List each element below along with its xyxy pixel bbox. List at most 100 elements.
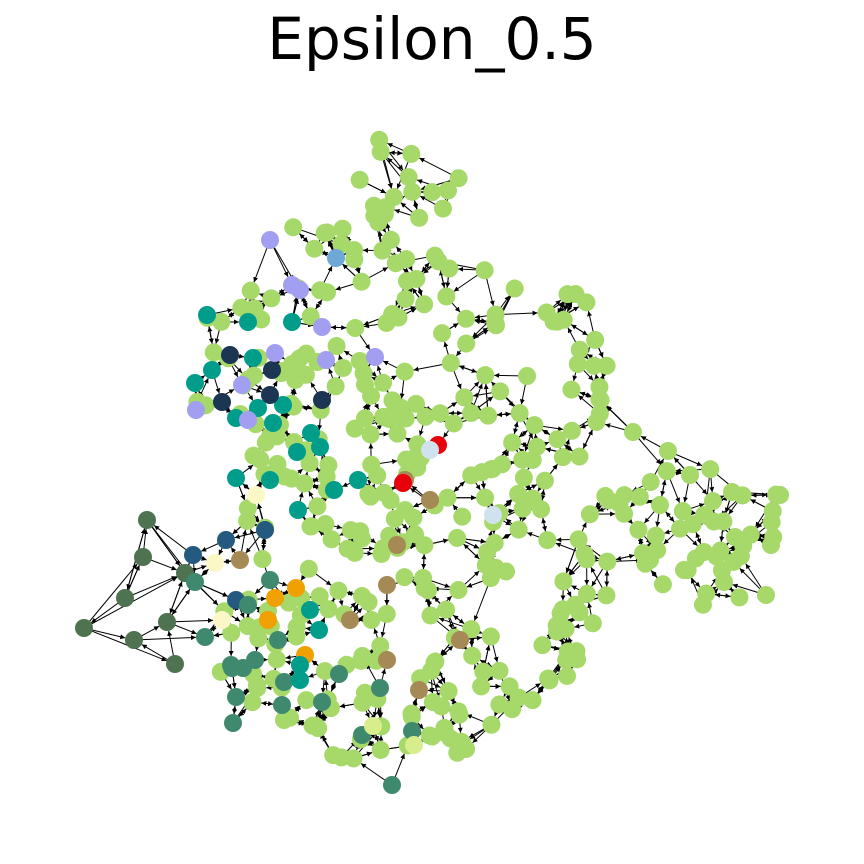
node <box>261 471 279 489</box>
node <box>374 373 393 392</box>
node <box>630 487 649 506</box>
node <box>217 531 235 549</box>
node <box>299 559 318 578</box>
node-layer <box>75 130 789 794</box>
node <box>583 614 602 633</box>
node <box>703 492 722 511</box>
node <box>415 295 434 314</box>
node <box>556 619 575 638</box>
node <box>462 466 481 485</box>
node <box>287 579 305 597</box>
node <box>261 571 279 589</box>
node <box>138 511 156 529</box>
node <box>268 454 287 473</box>
edge <box>124 528 146 599</box>
node <box>316 515 335 534</box>
node <box>291 656 309 674</box>
node <box>590 390 609 409</box>
node <box>723 483 741 501</box>
node <box>553 600 572 619</box>
node <box>262 289 281 308</box>
node <box>261 231 279 249</box>
node <box>273 696 291 714</box>
node <box>437 600 456 619</box>
node <box>310 587 329 606</box>
node <box>629 520 648 539</box>
node <box>318 283 337 302</box>
node <box>75 619 93 637</box>
node <box>615 504 634 523</box>
node <box>657 462 676 481</box>
node <box>315 223 334 242</box>
node <box>325 481 343 499</box>
node <box>410 681 428 699</box>
node <box>562 421 581 440</box>
node <box>487 316 506 335</box>
node <box>244 349 262 367</box>
node <box>403 449 422 468</box>
node <box>440 259 459 278</box>
edge <box>133 635 197 641</box>
node <box>302 424 320 442</box>
node <box>364 717 382 735</box>
node <box>462 620 481 639</box>
node <box>223 659 241 677</box>
node <box>372 544 391 563</box>
node <box>261 386 279 404</box>
node <box>397 272 416 291</box>
node <box>730 588 749 607</box>
node <box>598 552 617 571</box>
node <box>253 550 272 569</box>
node <box>311 438 329 456</box>
node <box>239 313 257 331</box>
node <box>247 486 265 504</box>
node <box>426 652 445 671</box>
node <box>383 776 401 794</box>
node <box>757 586 775 604</box>
node <box>395 568 414 587</box>
node <box>697 584 716 603</box>
node <box>317 351 335 369</box>
node <box>330 665 348 683</box>
node <box>222 623 241 642</box>
node <box>206 554 224 572</box>
node <box>450 705 469 724</box>
node <box>158 613 176 631</box>
node <box>329 581 348 600</box>
node <box>675 561 693 579</box>
node <box>486 558 505 577</box>
node <box>570 447 589 466</box>
node <box>586 330 605 349</box>
node <box>462 404 481 423</box>
node <box>434 199 453 218</box>
node <box>186 573 204 591</box>
node <box>513 499 532 518</box>
node <box>762 536 780 554</box>
node <box>361 425 380 444</box>
node <box>641 473 660 492</box>
node <box>597 356 616 375</box>
node <box>287 618 306 637</box>
node <box>696 506 714 524</box>
node <box>624 423 642 441</box>
node <box>275 673 293 691</box>
node <box>249 399 267 417</box>
node <box>540 671 559 690</box>
node <box>166 655 184 673</box>
node <box>553 448 572 467</box>
node <box>659 442 677 460</box>
node <box>533 636 552 655</box>
node <box>472 677 491 696</box>
node <box>383 391 402 410</box>
node <box>266 589 284 607</box>
node <box>370 130 389 149</box>
node <box>366 348 384 366</box>
node <box>352 272 371 291</box>
node <box>414 569 433 588</box>
node <box>569 530 588 549</box>
node <box>296 365 315 384</box>
node <box>239 411 257 429</box>
node <box>378 576 396 594</box>
node <box>375 483 394 502</box>
node <box>344 749 363 768</box>
